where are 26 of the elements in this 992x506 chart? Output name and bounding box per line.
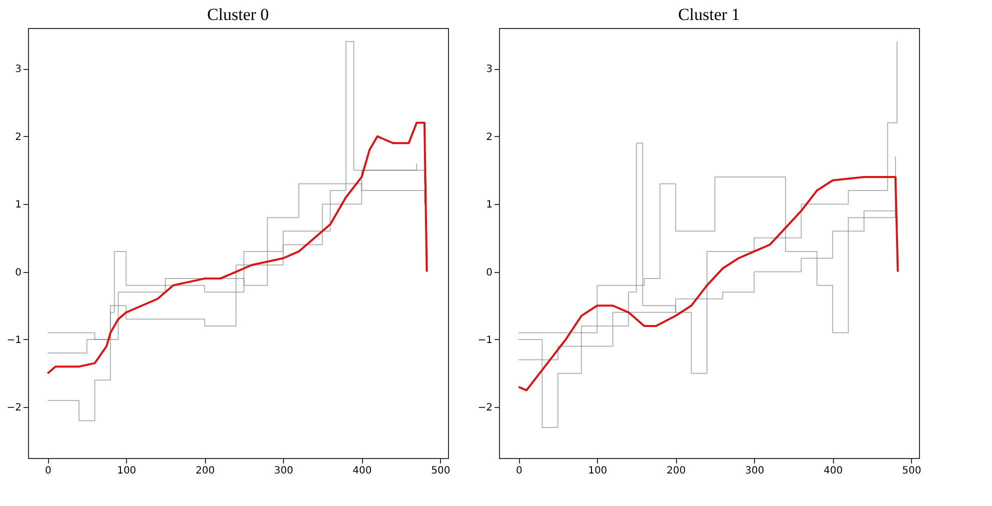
- y-tick-label: −1: [6, 334, 22, 346]
- y-tick-label: 2: [486, 132, 492, 143]
- x-tick-label: 0: [516, 466, 522, 476]
- y-tick-label: 1: [486, 200, 492, 211]
- x-tick-label: 200: [196, 466, 215, 476]
- x-tick-label: 500: [431, 466, 450, 476]
- x-tick-label: 100: [588, 466, 608, 476]
- y-tick-label: −2: [6, 402, 22, 414]
- x-tick-label: 0: [44, 466, 52, 476]
- x-tick-label: 400: [824, 466, 843, 476]
- x-tick-label: 200: [666, 466, 686, 476]
- x-tick-label: 400: [352, 466, 372, 476]
- y-tick-label: 2: [15, 132, 22, 143]
- y-tick-label: 3: [15, 64, 22, 76]
- y-tick-label: −2: [478, 402, 492, 414]
- y-tick-label: 3: [486, 64, 492, 76]
- y-tick-label: 0: [486, 267, 492, 278]
- y-tick-label: 0: [15, 267, 22, 278]
- y-tick-label: 1: [15, 200, 22, 211]
- chart-title: Cluster 1: [678, 5, 740, 24]
- x-tick-label: 300: [745, 466, 764, 476]
- x-tick-label: 500: [902, 466, 922, 476]
- chart-title: Cluster 0: [207, 5, 269, 24]
- x-tick-label: 300: [274, 466, 294, 476]
- x-tick-label: 100: [117, 466, 136, 476]
- y-tick-label: −1: [478, 334, 492, 346]
